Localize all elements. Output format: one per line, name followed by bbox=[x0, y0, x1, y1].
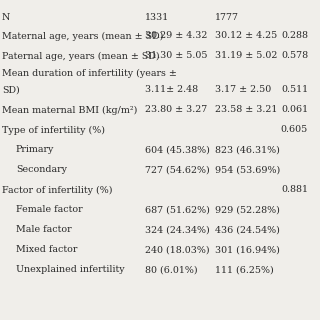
Text: 3.17 ± 2.50: 3.17 ± 2.50 bbox=[215, 85, 271, 94]
Text: 0.881: 0.881 bbox=[281, 186, 308, 195]
Text: Unexplained infertility: Unexplained infertility bbox=[16, 266, 124, 275]
Text: 0.288: 0.288 bbox=[281, 31, 308, 41]
Text: 929 (52.28%): 929 (52.28%) bbox=[215, 205, 280, 214]
Text: 324 (24.34%): 324 (24.34%) bbox=[145, 226, 210, 235]
Text: 30.12 ± 4.25: 30.12 ± 4.25 bbox=[215, 31, 277, 41]
Text: 31.30 ± 5.05: 31.30 ± 5.05 bbox=[145, 52, 207, 60]
Text: 604 (45.38%): 604 (45.38%) bbox=[145, 146, 210, 155]
Text: 111 (6.25%): 111 (6.25%) bbox=[215, 266, 274, 275]
Text: 23.80 ± 3.27: 23.80 ± 3.27 bbox=[145, 106, 207, 115]
Text: 0.061: 0.061 bbox=[281, 106, 308, 115]
Text: Factor of infertility (%): Factor of infertility (%) bbox=[2, 185, 113, 195]
Text: 23.58 ± 3.21: 23.58 ± 3.21 bbox=[215, 106, 277, 115]
Text: SD): SD) bbox=[2, 85, 20, 94]
Text: 0.578: 0.578 bbox=[281, 52, 308, 60]
Text: 954 (53.69%): 954 (53.69%) bbox=[215, 165, 280, 174]
Text: 80 (6.01%): 80 (6.01%) bbox=[145, 266, 198, 275]
Text: 1777: 1777 bbox=[215, 12, 239, 21]
Text: 240 (18.03%): 240 (18.03%) bbox=[145, 245, 210, 254]
Text: 301 (16.94%): 301 (16.94%) bbox=[215, 245, 280, 254]
Text: 687 (51.62%): 687 (51.62%) bbox=[145, 205, 210, 214]
Text: 30.29 ± 4.32: 30.29 ± 4.32 bbox=[145, 31, 207, 41]
Text: Mixed factor: Mixed factor bbox=[16, 245, 77, 254]
Text: 0.605: 0.605 bbox=[281, 125, 308, 134]
Text: Mean maternal BMI (kg/m²): Mean maternal BMI (kg/m²) bbox=[2, 105, 137, 115]
Text: 31.19 ± 5.02: 31.19 ± 5.02 bbox=[215, 52, 277, 60]
Text: 0.511: 0.511 bbox=[281, 85, 308, 94]
Text: Mean duration of infertility (years ±: Mean duration of infertility (years ± bbox=[2, 68, 177, 77]
Text: 1331: 1331 bbox=[145, 12, 169, 21]
Text: Male factor: Male factor bbox=[16, 226, 72, 235]
Text: Paternal age, years (mean ± SD): Paternal age, years (mean ± SD) bbox=[2, 52, 160, 60]
Text: N: N bbox=[2, 12, 10, 21]
Text: 436 (24.54%): 436 (24.54%) bbox=[215, 226, 280, 235]
Text: Type of infertility (%): Type of infertility (%) bbox=[2, 125, 105, 135]
Text: Secondary: Secondary bbox=[16, 165, 67, 174]
Text: 823 (46.31%): 823 (46.31%) bbox=[215, 146, 280, 155]
Text: Female factor: Female factor bbox=[16, 205, 83, 214]
Text: 3.11± 2.48: 3.11± 2.48 bbox=[145, 85, 198, 94]
Text: Maternal age, years (mean ± SD): Maternal age, years (mean ± SD) bbox=[2, 31, 164, 41]
Text: Primary: Primary bbox=[16, 146, 54, 155]
Text: 727 (54.62%): 727 (54.62%) bbox=[145, 165, 210, 174]
